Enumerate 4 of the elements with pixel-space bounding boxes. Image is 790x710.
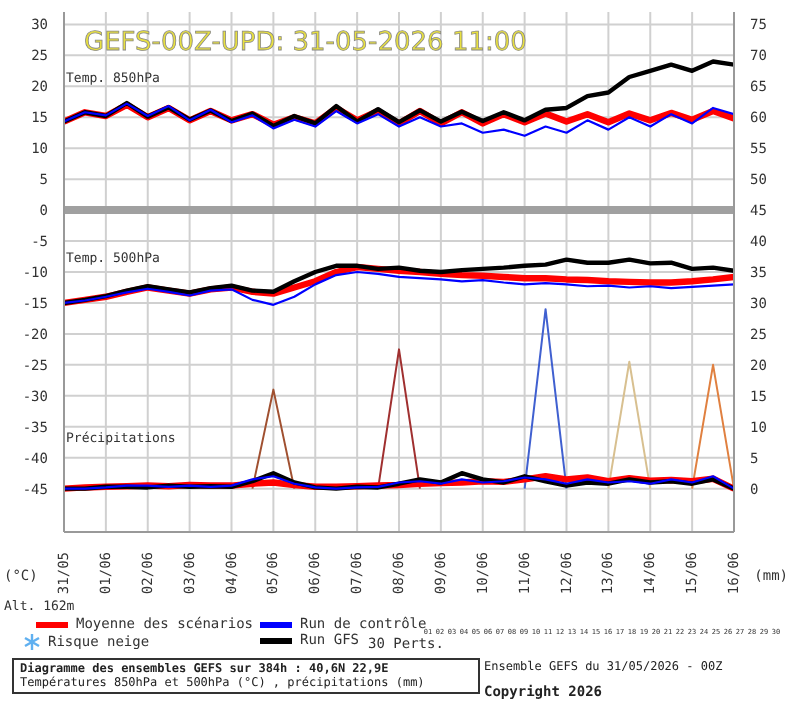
line-series (64, 59, 734, 129)
text: GEFS-00Z-UPD: 31-05-2026 11:00 (84, 28, 527, 58)
line-series (64, 102, 734, 137)
line-series (64, 270, 734, 306)
